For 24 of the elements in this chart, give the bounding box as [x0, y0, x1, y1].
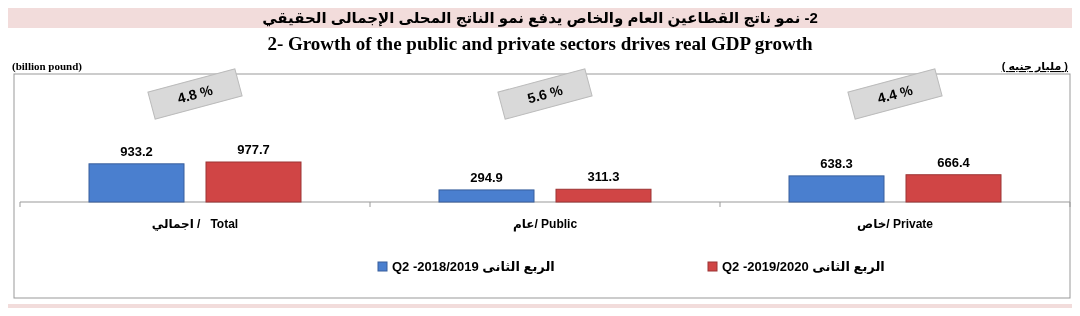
legend-label: Q2 -2019/2020 الربع الثانى — [722, 259, 885, 274]
x-tick-label: خاص/ Private — [857, 217, 934, 231]
bar — [555, 188, 652, 203]
bar — [205, 161, 302, 203]
x-tick-label: عام/ Public — [512, 217, 578, 232]
text: 4.4 % — [875, 81, 915, 107]
bar — [88, 163, 185, 203]
text: ( مليار جنيه ) — [1001, 60, 1069, 73]
text: (billion pound) — [12, 60, 83, 73]
data-label: 638.3 — [820, 155, 853, 171]
legend-label: Q2 -2018/2019 الربع الثانى — [392, 259, 555, 274]
text: 4.8 % — [175, 81, 215, 107]
bar — [788, 175, 885, 203]
bar — [438, 189, 535, 203]
x-tick-label: اجمالي / Total — [151, 217, 239, 231]
data-label: 666.4 — [937, 154, 971, 170]
data-label: 311.3 — [587, 169, 620, 185]
chart-subtitle: 2- Growth of the public and private sectors drives real GDP growth — [267, 33, 814, 54]
data-label: 977.7 — [237, 142, 270, 157]
bar — [905, 174, 1002, 203]
chart-title: 2- نمو ناتج القطاعين العام والخاص يدفع نمو الناتج المحلى الإجمالى الحقيقي — [262, 9, 818, 27]
data-label: 933.2 — [120, 143, 153, 159]
data-label: 294.9 — [470, 169, 503, 185]
text: 5.6 % — [525, 81, 565, 107]
